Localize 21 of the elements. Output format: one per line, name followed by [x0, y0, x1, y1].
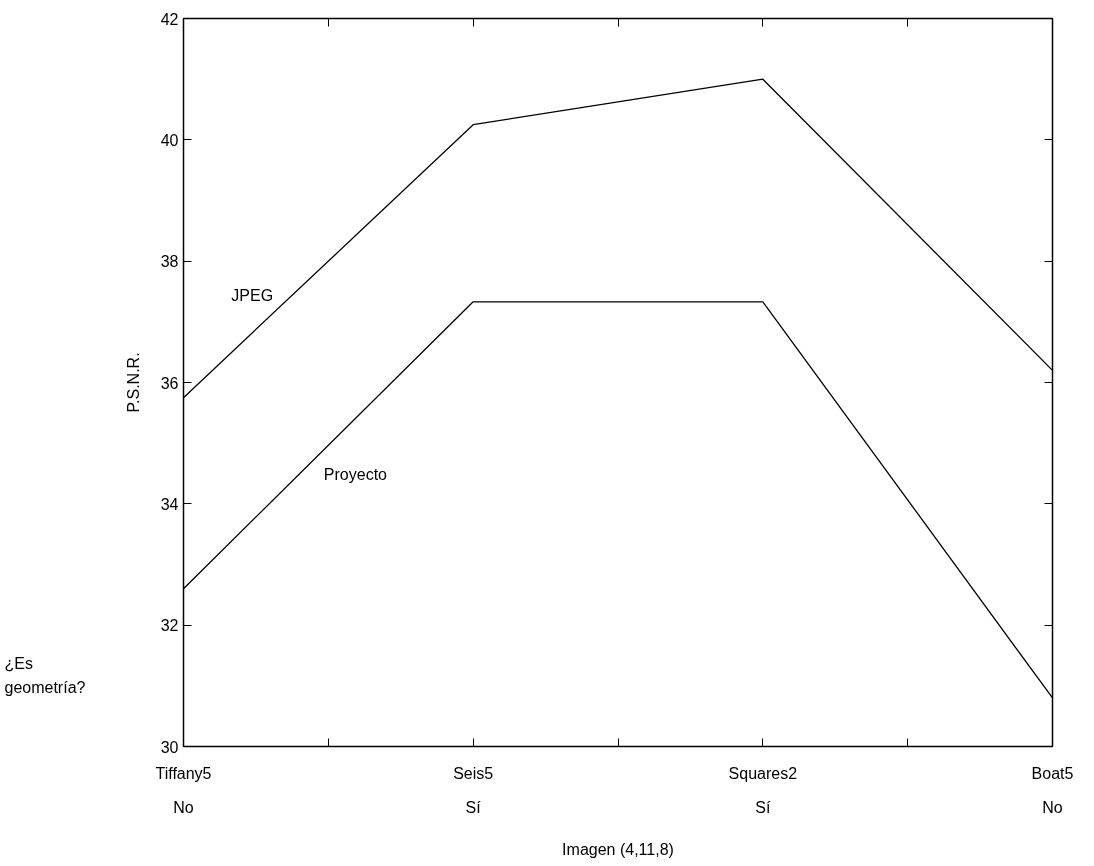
y-tick-label: 34 [160, 495, 179, 513]
y-tick-label: 30 [160, 738, 179, 756]
x-tick-label: Seis5 [453, 764, 494, 782]
y-tick-label: 32 [160, 617, 179, 635]
text: Sí [755, 798, 771, 816]
x-axis-title: Imagen (4,11,8) [562, 840, 674, 858]
y-axis-title: P.S.N.R. [124, 352, 142, 413]
y-tick-label: 36 [160, 374, 179, 392]
line-series [183, 78, 1053, 399]
y-tick-label: 42 [160, 10, 179, 28]
x-tick-label: Boat5 [1031, 764, 1074, 782]
text: Sí [465, 798, 482, 816]
text: No [173, 798, 194, 816]
y-tick-label: 40 [160, 131, 179, 149]
text: ¿Es geometría? [4, 655, 86, 697]
x-tick-label: Tiffany5 [155, 764, 212, 782]
x-tick-label: Squares2 [728, 764, 798, 782]
y-tick-label: 38 [160, 253, 179, 271]
series-label: JPEG [231, 286, 274, 304]
series-label: Proyecto [323, 465, 388, 483]
text: No [1042, 798, 1063, 816]
